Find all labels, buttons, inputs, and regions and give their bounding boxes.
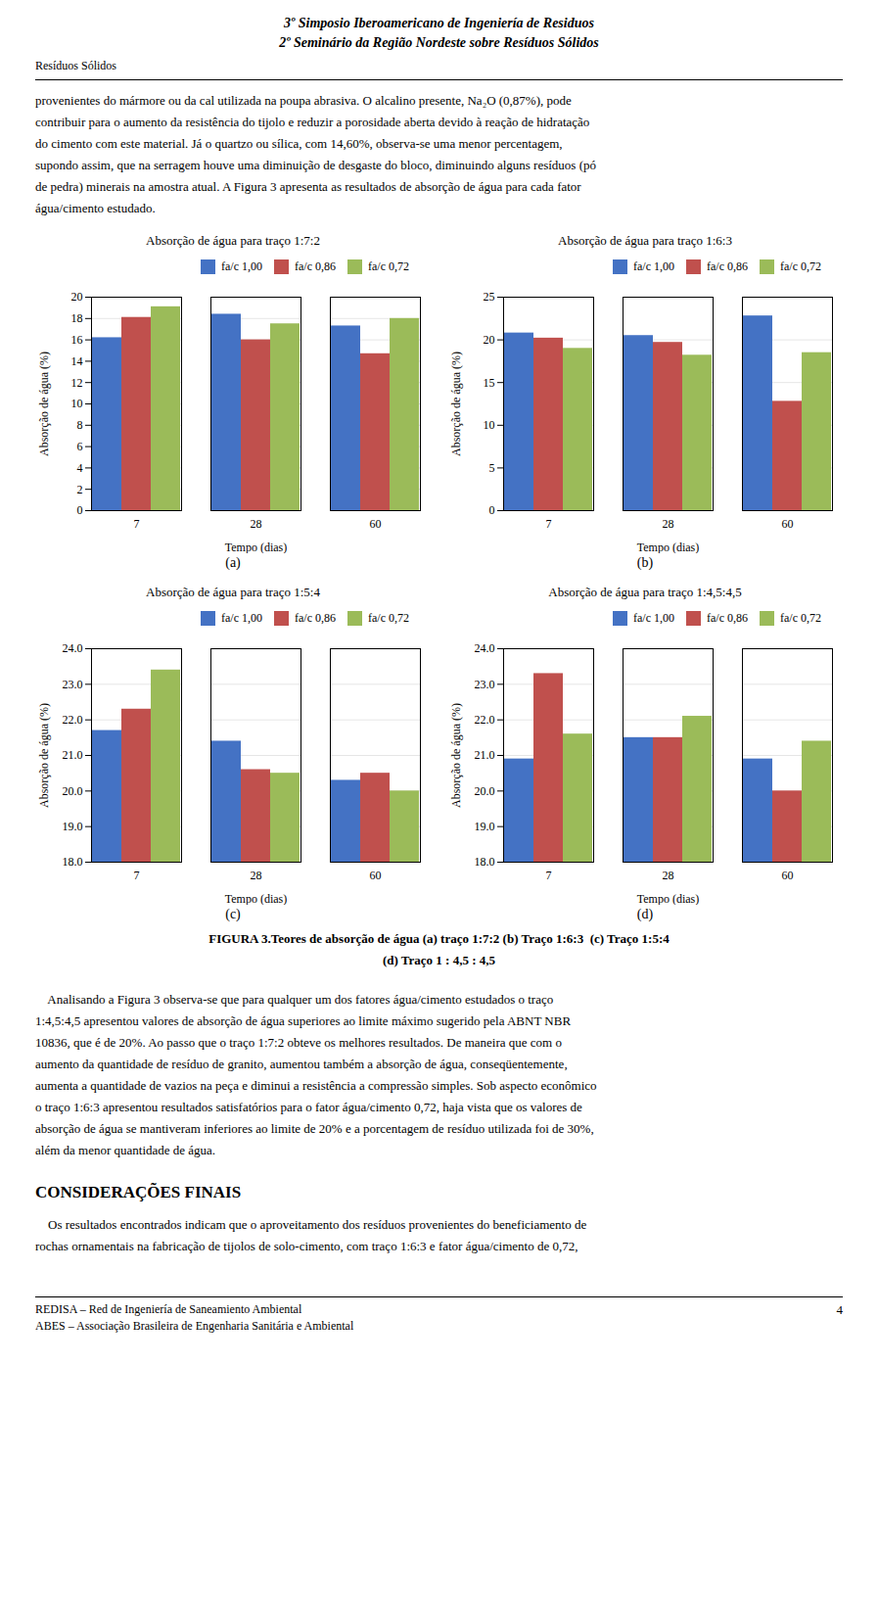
html-text:2º Seminário da Região Nordest: 2º Seminário da Região Nordeste sobre Re… [279,35,599,50]
html-text:aumenta a quantidade de vazios: aumenta a quantidade de vazios na peça e… [35,1077,597,1093]
html-text:supondo assim, que na serragem: supondo assim, que na serragem houve uma… [35,157,597,173]
svg-text:19.0: 19.0 [474,819,496,833]
svg-text:20: 20 [71,289,84,304]
html-text:fa/c 0,86: fa/c 0,86 [294,610,336,625]
html-text:Absorção de água para traço 1:: Absorção de água para traço 1:7:2 [145,232,321,248]
svg-text:6: 6 [77,439,84,454]
html-text:(a): (a) [225,554,241,570]
svg-text:7: 7 [134,868,140,882]
svg-text:25: 25 [483,289,496,304]
html-text:3º Simposio Iberoamericano de: 3º Simposio Iberoamericano de Ingeniería… [283,15,595,31]
svg-text:23.0: 23.0 [474,677,496,692]
html-text:Resíduos Sólidos: Resíduos Sólidos [35,58,117,73]
html-text:REDISA – Red de Ingeniería de: REDISA – Red de Ingeniería de Saneamient… [35,1301,302,1316]
html-text:Analisando a Figura 3 observa-: Analisando a Figura 3 observa-se que par… [35,991,554,1007]
html-text:fa/c 0,86: fa/c 0,86 [294,259,336,274]
svg-text:7: 7 [546,516,553,531]
svg-text:60: 60 [369,516,382,531]
svg-text:28: 28 [662,868,675,882]
svg-text:28: 28 [250,516,263,531]
svg-text:Absorção de água (%): Absorção de água (%) [37,351,51,457]
svg-text:23.0: 23.0 [62,677,84,692]
html-text:contribuir para o aumento da r: contribuir para o aumento da resistência… [35,114,590,130]
html-text:fa/c 0,72: fa/c 0,72 [780,610,822,625]
html-text:(c): (c) [225,906,241,922]
svg-text:19.0: 19.0 [62,819,84,833]
svg-text:18.0: 18.0 [62,854,84,869]
svg-text:21.0: 21.0 [62,747,84,762]
html-text:Absorção de água para traço 1:: Absorção de água para traço 1:4,5:4,5 [548,584,742,600]
html-text:fa/c 1,00: fa/c 1,00 [633,259,675,274]
svg-text:0: 0 [77,503,84,517]
html-text:fa/c 1,00: fa/c 1,00 [633,610,675,625]
html-text:(d) Traço 1 : 4,5 : 4,5: (d) Traço 1 : 4,5 : 4,5 [382,952,496,968]
svg-text:18: 18 [71,311,84,325]
svg-text:5: 5 [489,461,496,475]
html-text:absorção de água se mantiveram: absorção de água se mantiveram inferiore… [35,1120,594,1136]
svg-text:0: 0 [489,503,496,517]
html-text:fa/c 0,72: fa/c 0,72 [780,259,822,274]
html-text:fa/c 1,00: fa/c 1,00 [221,610,263,625]
svg-text:8: 8 [77,417,84,432]
html-text:do cimento com este material.: do cimento com este material. Já o quart… [35,136,563,151]
svg-text:16: 16 [71,332,84,347]
svg-text:20.0: 20.0 [62,784,84,798]
html-text:Absorção de água para traço 1:: Absorção de água para traço 1:6:3 [557,232,733,248]
html-text:(d): (d) [637,906,654,922]
svg-text:15: 15 [483,375,496,390]
html-text:4: 4 [836,1301,843,1317]
svg-text:Absorção de água (%): Absorção de água (%) [449,351,463,457]
html-text:CONSIDERAÇÕES FINAIS: CONSIDERAÇÕES FINAIS [35,1182,241,1202]
svg-text:24.0: 24.0 [474,641,496,655]
svg-text:10: 10 [71,396,84,411]
html-text:fa/c 0,72: fa/c 0,72 [368,259,410,274]
svg-text:60: 60 [369,868,382,882]
svg-text:21.0: 21.0 [474,747,496,762]
html-text:Absorção de água para traço 1:: Absorção de água para traço 1:5:4 [145,584,321,600]
svg-text:7: 7 [134,516,140,531]
html-text:provenientes do mármore ou da: provenientes do mármore ou da cal utiliz… [35,92,572,108]
svg-text:24.0: 24.0 [62,641,84,655]
html-text:além da menor quantidade de ág: além da menor quantidade de água. [35,1142,216,1157]
html-text:de pedra) minerais na amostra: de pedra) minerais na amostra atual. A F… [35,179,582,194]
svg-text:18.0: 18.0 [474,854,496,869]
svg-text:2: 2 [77,482,84,497]
html-text:10836, que é de 20%. Ao passo: 10836, que é de 20%. Ao passo que o traç… [35,1034,562,1050]
svg-text:Tempo (dias): Tempo (dias) [225,540,287,555]
svg-text:Tempo (dias): Tempo (dias) [225,891,287,906]
svg-text:Absorção de água (%): Absorção de água (%) [37,702,51,808]
html-text:1:4,5:4,5 apresentou valores d: 1:4,5:4,5 apresentou valores de absorção… [35,1013,571,1028]
html-text:ABES – Associação Brasileira d: ABES – Associação Brasileira de Engenhar… [35,1318,354,1333]
svg-text:28: 28 [662,516,675,531]
svg-text:14: 14 [71,354,84,369]
html-text:FIGURA 3.Teores de absorção de: FIGURA 3.Teores de absorção de água (a) … [208,930,670,946]
svg-text:Absorção de água (%): Absorção de água (%) [449,702,463,808]
svg-text:22.0: 22.0 [474,712,496,727]
svg-text:4: 4 [77,461,84,475]
html-text:fa/c 0,86: fa/c 0,86 [706,259,748,274]
svg-text:12: 12 [71,375,84,390]
html-text:Os resultados encontrados indi: Os resultados encontrados indicam que o … [35,1216,587,1232]
svg-text:60: 60 [782,516,794,531]
html-text:rochas ornamentais na fabricaç: rochas ornamentais na fabricação de tijo… [35,1238,578,1253]
html-text:o traço 1:6:3 apresentou resul: o traço 1:6:3 apresentou resultados sati… [35,1099,583,1114]
svg-text:60: 60 [782,868,794,882]
html-text:fa/c 0,86: fa/c 0,86 [706,610,748,625]
html-text:fa/c 1,00: fa/c 1,00 [221,259,263,274]
svg-text:7: 7 [546,868,553,882]
svg-text:20: 20 [483,332,496,347]
svg-text:10: 10 [483,417,496,432]
svg-text:Tempo (dias): Tempo (dias) [637,540,699,555]
svg-text:28: 28 [250,868,263,882]
html-text:fa/c 0,72: fa/c 0,72 [368,610,410,625]
svg-text:Tempo (dias): Tempo (dias) [637,891,699,906]
svg-text:20.0: 20.0 [474,784,496,798]
svg-text:22.0: 22.0 [62,712,84,727]
html-text:(b): (b) [637,554,654,570]
html-text:aumento da quantidade de resíd: aumento da quantidade de resíduo de gran… [35,1056,568,1071]
html-text:água/cimento estudado.: água/cimento estudado. [35,200,156,216]
